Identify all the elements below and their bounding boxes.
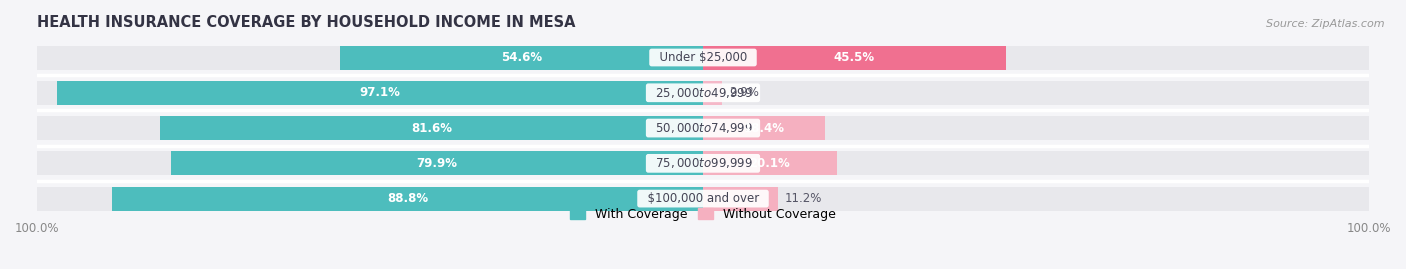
Legend: With Coverage, Without Coverage: With Coverage, Without Coverage: [565, 203, 841, 226]
Text: $75,000 to $99,999: $75,000 to $99,999: [648, 156, 758, 170]
Text: 79.9%: 79.9%: [416, 157, 457, 170]
Text: 81.6%: 81.6%: [411, 122, 451, 134]
Bar: [703, 45, 1005, 69]
Bar: [339, 45, 703, 69]
Bar: [37, 81, 1369, 105]
Text: $100,000 and over: $100,000 and over: [640, 192, 766, 205]
Bar: [112, 187, 703, 211]
Text: $50,000 to $74,999: $50,000 to $74,999: [648, 121, 758, 135]
Text: 88.8%: 88.8%: [387, 192, 427, 205]
Bar: [37, 151, 1369, 175]
Text: HEALTH INSURANCE COVERAGE BY HOUSEHOLD INCOME IN MESA: HEALTH INSURANCE COVERAGE BY HOUSEHOLD I…: [37, 15, 575, 30]
Bar: [703, 187, 778, 211]
Text: 54.6%: 54.6%: [501, 51, 541, 64]
Text: 20.1%: 20.1%: [749, 157, 790, 170]
Bar: [160, 116, 703, 140]
Text: Under $25,000: Under $25,000: [651, 51, 755, 64]
Bar: [172, 151, 703, 175]
Bar: [37, 45, 1369, 69]
Text: 97.1%: 97.1%: [360, 86, 401, 99]
Bar: [56, 81, 703, 105]
Bar: [37, 187, 1369, 211]
Text: Source: ZipAtlas.com: Source: ZipAtlas.com: [1267, 19, 1385, 29]
Text: 11.2%: 11.2%: [785, 192, 821, 205]
Text: 18.4%: 18.4%: [744, 122, 785, 134]
Bar: [703, 151, 837, 175]
Text: 45.5%: 45.5%: [834, 51, 875, 64]
Bar: [703, 81, 723, 105]
Text: 2.9%: 2.9%: [728, 86, 759, 99]
Bar: [703, 116, 825, 140]
Bar: [37, 116, 1369, 140]
Text: $25,000 to $49,999: $25,000 to $49,999: [648, 86, 758, 100]
